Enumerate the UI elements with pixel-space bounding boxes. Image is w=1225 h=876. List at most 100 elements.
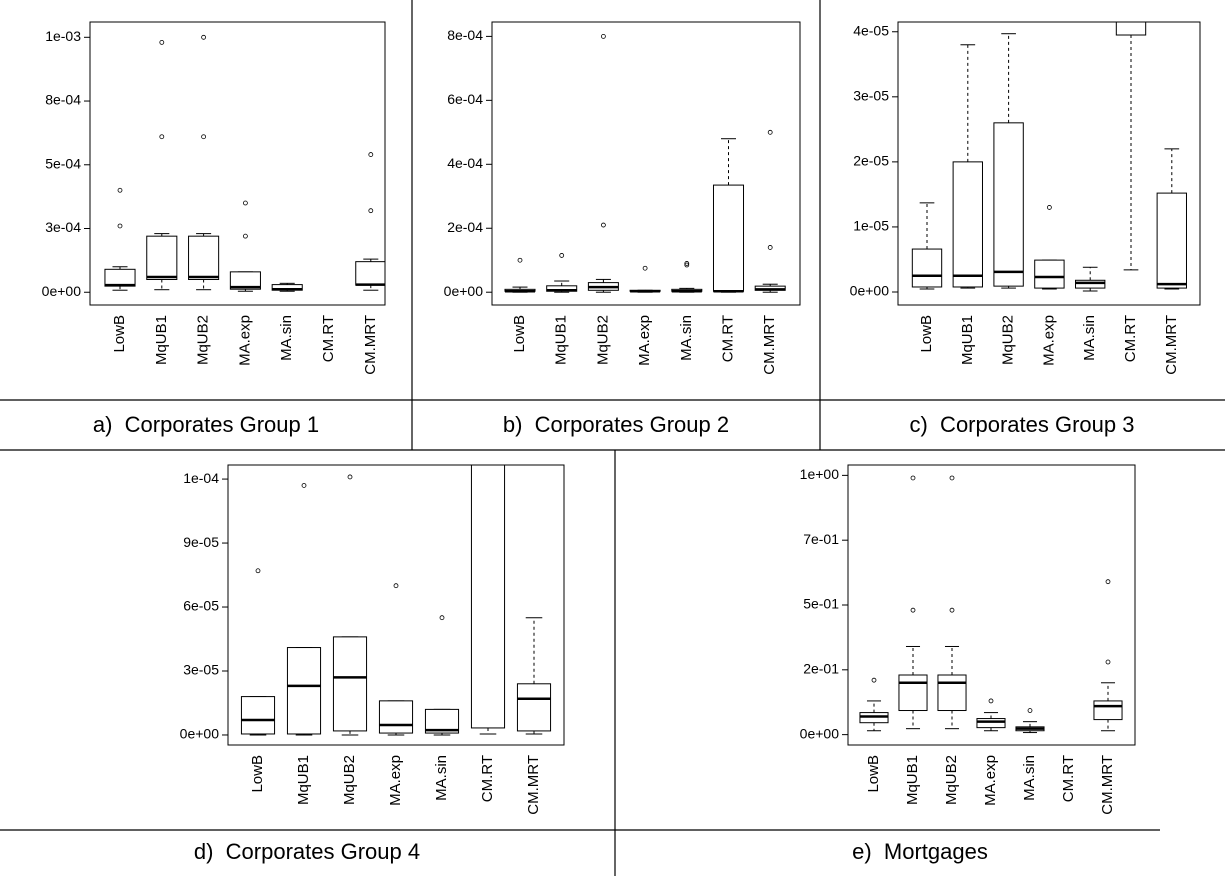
panel-caption: a) Corporates Group 1 — [93, 412, 319, 437]
box — [1034, 259, 1065, 289]
outlier — [159, 134, 165, 140]
x-tick-label: MqUB1 — [553, 315, 570, 365]
outlier — [949, 475, 955, 481]
y-tick-label: 0e+00 — [800, 725, 840, 741]
outlier — [242, 200, 248, 206]
outlier — [242, 233, 248, 239]
x-tick-label: LowB — [249, 755, 266, 793]
outlier — [871, 677, 877, 683]
x-tick-label: MqUB1 — [904, 755, 921, 805]
box — [146, 235, 178, 281]
outlier — [368, 152, 374, 157]
box — [286, 647, 322, 735]
x-tick-label: MA.exp — [636, 315, 653, 366]
panel: 0e+00 3e-04 5e-04 8e-04 1e-03 LowB MqUB1 MqUB2 M… — [42, 21, 386, 437]
box — [952, 161, 983, 288]
x-tick-label: LowB — [111, 315, 128, 353]
y-tick-label: 1e+00 — [800, 466, 840, 482]
box — [355, 261, 385, 286]
x-tick-label: LowB — [918, 315, 935, 353]
box — [1156, 192, 1187, 289]
box — [104, 268, 136, 287]
y-tick-label: 4e-05 — [853, 22, 889, 38]
outlier — [1105, 579, 1111, 585]
x-tick-label: MA.sin — [433, 755, 450, 801]
box — [332, 636, 368, 732]
x-tick-label: MqUB2 — [1000, 315, 1017, 365]
x-tick-label: MqUB2 — [594, 315, 611, 365]
y-tick-label: 5e-04 — [45, 155, 81, 171]
outlier — [393, 583, 399, 589]
outlier — [368, 208, 374, 214]
box — [911, 248, 943, 288]
x-tick-label: MqUB1 — [153, 315, 170, 365]
panel-caption: d) Corporates Group 4 — [194, 839, 420, 864]
x-tick-label: LowB — [511, 315, 528, 353]
box — [937, 674, 967, 712]
panel-caption: b) Corporates Group 2 — [503, 412, 729, 437]
x-tick-label: MqUB1 — [295, 755, 312, 805]
x-tick-label: MA.exp — [982, 755, 999, 806]
outlier — [684, 261, 690, 266]
y-tick-label: 3e-05 — [853, 88, 889, 104]
y-tick-label: 9e-05 — [183, 534, 219, 550]
y-tick-label: 3e-05 — [183, 662, 219, 678]
panel-caption: c) Corporates Group 3 — [910, 412, 1135, 437]
y-tick-label: 1e-05 — [853, 218, 889, 234]
x-tick-label: MqUB2 — [943, 755, 960, 805]
box — [229, 271, 261, 290]
x-tick-label: MA.sin — [1081, 315, 1098, 361]
plot-area — [240, 465, 552, 736]
plot-area — [859, 475, 1123, 734]
x-tick-label: CM.RT — [719, 315, 736, 362]
box — [470, 465, 506, 729]
outlier — [988, 698, 994, 704]
outlier — [201, 34, 207, 40]
y-tick-label: 8e-04 — [45, 92, 81, 108]
outlier — [1047, 205, 1052, 210]
box — [993, 122, 1024, 287]
outlier — [301, 483, 307, 488]
box — [188, 235, 220, 281]
plot-frame — [89, 21, 386, 306]
plot-area — [104, 34, 385, 292]
x-tick-label: MA.sin — [678, 315, 695, 361]
outlier — [347, 474, 353, 480]
x-tick-label: CM.MRT — [761, 315, 778, 375]
x-tick-label: MqUB1 — [959, 315, 976, 365]
x-tick-label: MA.exp — [387, 755, 404, 806]
y-tick-label: 5e-01 — [803, 596, 839, 612]
outlier — [159, 39, 165, 45]
box — [1093, 700, 1123, 721]
y-tick-label: 0e+00 — [180, 726, 220, 742]
x-tick-label: CM.RT — [320, 315, 337, 362]
x-tick-label: CM.MRT — [362, 315, 379, 375]
outlier — [601, 33, 606, 39]
outlier — [255, 568, 261, 574]
x-tick-label: CM.MRT — [525, 755, 542, 815]
y-tick-label: 2e-01 — [803, 661, 839, 677]
y-tick-label: 2e-04 — [447, 219, 483, 235]
box — [378, 700, 414, 734]
outlier — [517, 257, 523, 263]
outlier — [910, 607, 916, 613]
outlier — [117, 223, 123, 229]
outlier — [201, 134, 207, 140]
x-tick-label: CM.MRT — [1099, 755, 1116, 815]
x-tick-label: MA.exp — [236, 315, 253, 366]
x-tick-label: MA.sin — [278, 315, 295, 361]
y-tick-label: 1e-03 — [45, 28, 81, 44]
y-tick-label: 0e+00 — [444, 283, 484, 299]
plot-area — [504, 33, 786, 293]
plot-frame — [491, 21, 801, 306]
x-tick-label: MqUB2 — [195, 315, 212, 365]
y-tick-label: 6e-04 — [447, 91, 483, 107]
x-tick-label: CM.MRT — [1163, 315, 1180, 375]
y-tick-label: 3e-04 — [45, 219, 81, 235]
y-tick-label: 1e-04 — [183, 470, 219, 486]
outlier — [439, 615, 445, 621]
outlier — [684, 262, 690, 268]
x-tick-label: CM.RT — [1060, 755, 1077, 802]
x-tick-label: MA.sin — [1021, 755, 1038, 801]
y-tick-label: 7e-01 — [803, 531, 839, 547]
